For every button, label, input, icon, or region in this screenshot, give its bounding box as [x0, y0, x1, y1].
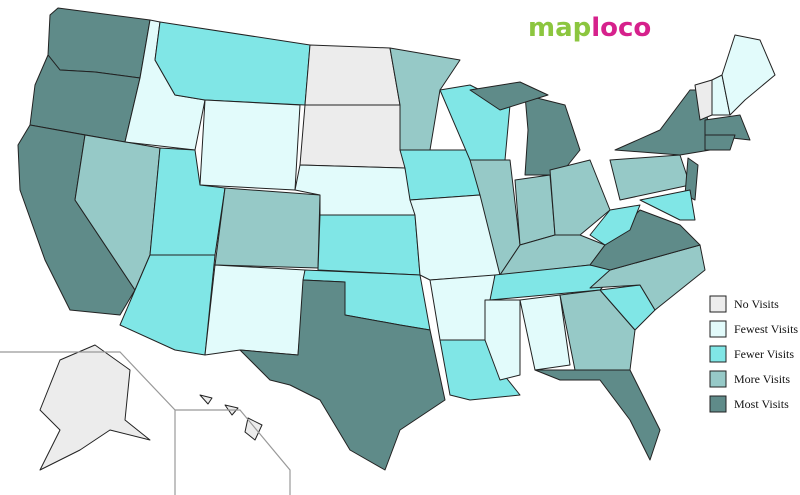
inset-border [175, 409, 291, 495]
legend-label: More Visits [734, 372, 790, 386]
logo-part: loco [591, 13, 651, 43]
state [534, 369, 661, 461]
legend-swatch [709, 320, 727, 338]
state [154, 21, 311, 106]
legend-swatch [709, 370, 727, 388]
legend-label: Most Visits [734, 397, 789, 411]
logo: maploco [528, 13, 651, 43]
state [524, 94, 581, 176]
state [214, 187, 321, 269]
states [17, 7, 776, 471]
legend-swatch [709, 345, 727, 363]
state [317, 214, 421, 276]
state [399, 149, 481, 201]
inset-border [0, 351, 176, 495]
logo-part: map [528, 13, 591, 43]
state [299, 104, 406, 169]
state [721, 34, 776, 116]
state [204, 264, 306, 356]
legend-swatch [709, 295, 727, 313]
legend-label: No Visits [734, 297, 779, 311]
state [684, 157, 699, 201]
state [47, 7, 151, 79]
state [559, 289, 636, 371]
state [704, 114, 751, 141]
state [199, 99, 301, 191]
legend-swatch [709, 395, 727, 413]
state [589, 204, 641, 246]
state [704, 134, 736, 151]
state [239, 279, 446, 471]
state [549, 159, 611, 236]
state [119, 254, 216, 356]
state [244, 417, 263, 441]
state [519, 294, 571, 371]
state [39, 344, 151, 471]
state [469, 81, 549, 111]
state [304, 44, 401, 106]
state [514, 174, 556, 246]
state [199, 394, 213, 405]
state [484, 299, 521, 381]
legend-label: Fewest Visits [734, 322, 798, 336]
state [589, 209, 701, 271]
state [614, 89, 711, 156]
state [639, 189, 696, 221]
legend: No Visits Fewest Visits Fewer Visits More V… [709, 295, 798, 413]
legend-label: Fewer Visits [734, 347, 794, 361]
